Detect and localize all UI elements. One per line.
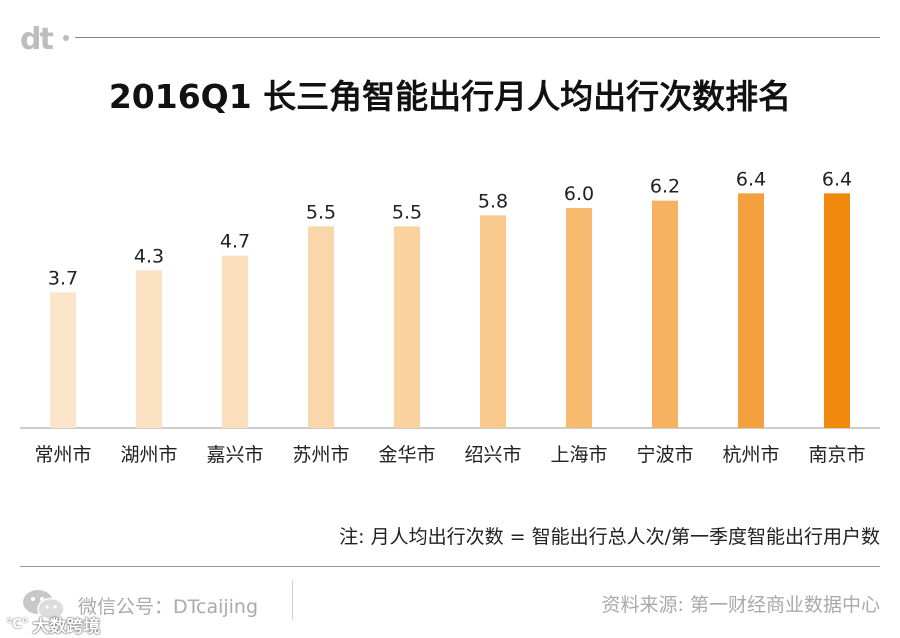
- bar: [394, 226, 420, 428]
- wechat-icon: [23, 590, 65, 621]
- bar: [566, 208, 592, 428]
- bar-chart: 3.7 常州市 4.3 湖州市 4.7 嘉兴市 5.5 苏州市 5.5 金华市 5.8 绍兴市 6.0 上…: [20, 168, 880, 466]
- watermark: ℃° 大数跨境: [6, 612, 100, 637]
- category-label: 湖州市: [120, 444, 177, 466]
- top-divider: [75, 37, 880, 38]
- footer-divider: [20, 566, 880, 567]
- value-label: 6.2: [650, 176, 680, 198]
- account-text: 微信公号：DTcaijing: [78, 595, 259, 618]
- category-label: 金华市: [378, 444, 435, 466]
- dt-logo: dt: [20, 22, 54, 57]
- bar: [50, 292, 76, 428]
- bar: [652, 200, 678, 428]
- bar: [824, 193, 850, 428]
- category-label: 上海市: [550, 444, 607, 466]
- footer-separator: [292, 580, 293, 620]
- bar: [480, 215, 506, 428]
- category-label: 常州市: [34, 444, 91, 466]
- category-label: 杭州市: [722, 444, 779, 466]
- category-label: 绍兴市: [464, 444, 521, 466]
- watermark-text: 大数跨境: [32, 617, 101, 637]
- chart-title: 2016Q1 长三角智能出行月人均出行次数排名: [108, 77, 792, 116]
- value-label: 3.7: [48, 267, 78, 289]
- category-label: 南京市: [808, 444, 865, 466]
- category-label: 嘉兴市: [206, 444, 263, 466]
- value-label: 4.3: [134, 245, 164, 267]
- value-label: 6.4: [822, 168, 852, 190]
- bar: [136, 270, 162, 428]
- value-label: 6.0: [564, 183, 594, 205]
- value-label: 5.5: [392, 201, 422, 223]
- category-label: 宁波市: [636, 444, 693, 466]
- value-label: 6.4: [736, 168, 766, 190]
- logo-dot: [63, 35, 69, 41]
- footnote: 注: 月人均出行次数 = 智能出行总人次/第一季度智能出行用户数: [339, 526, 880, 548]
- value-label: 5.5: [306, 201, 336, 223]
- bar: [308, 226, 334, 428]
- wechat-account: 微信公号：DTcaijing: [22, 588, 258, 622]
- value-label: 5.8: [478, 190, 508, 212]
- bar: [222, 255, 248, 428]
- bar: [738, 193, 764, 428]
- data-source: 资料来源: 第一财经商业数据中心: [601, 594, 880, 616]
- category-label: 苏州市: [292, 444, 349, 466]
- watermark-icon: ℃°: [6, 617, 29, 632]
- value-label: 4.7: [220, 231, 250, 253]
